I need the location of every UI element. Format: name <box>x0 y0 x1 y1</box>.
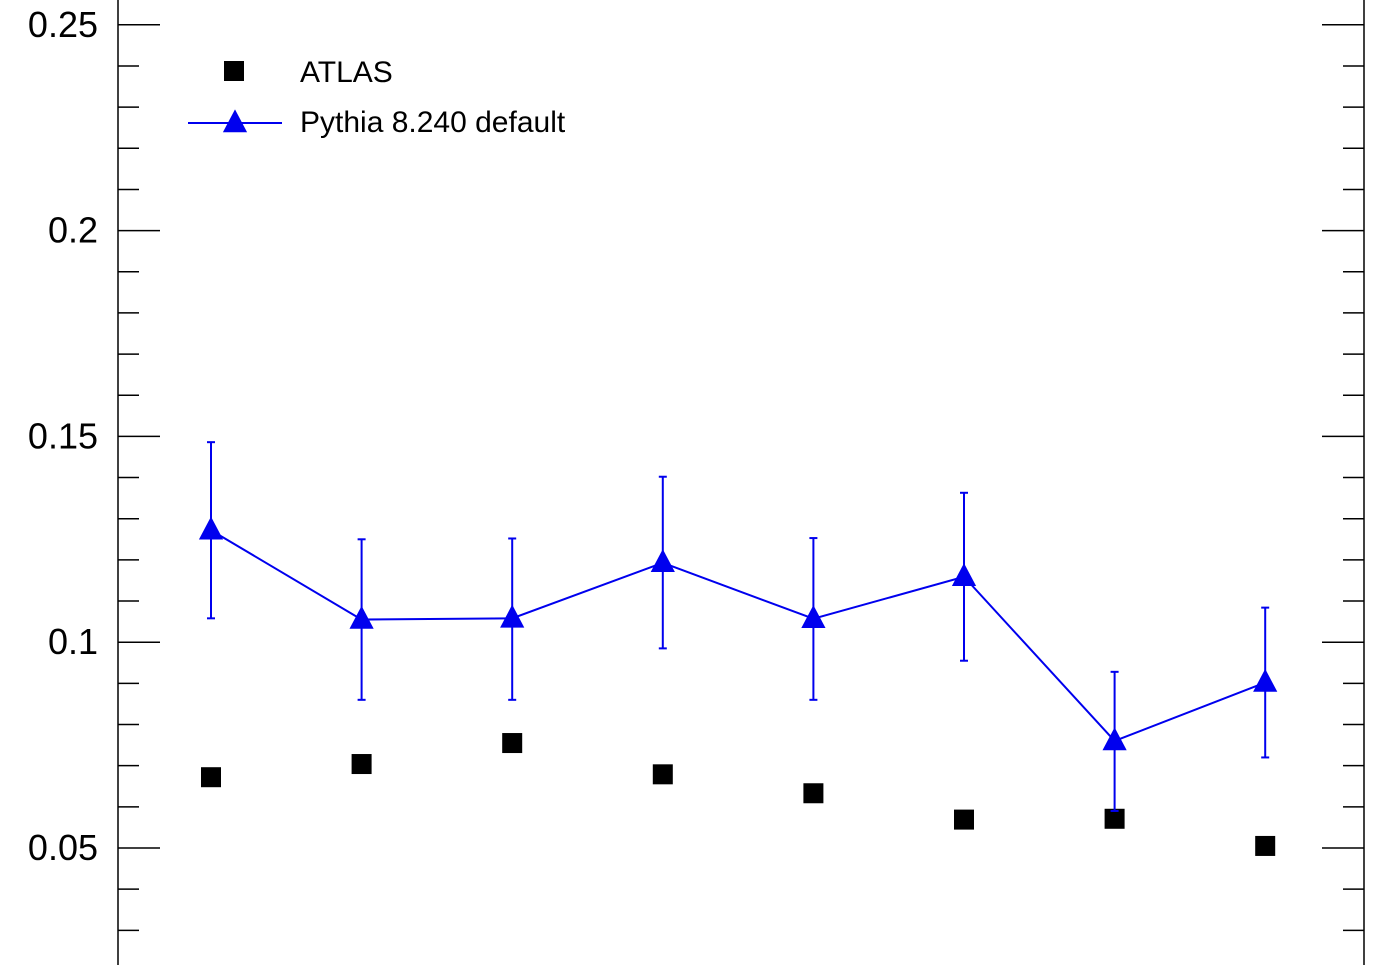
legend-marker-square <box>224 61 244 81</box>
y-axis-ticks <box>118 24 1364 932</box>
triangle-point <box>1102 727 1127 751</box>
triangle-point <box>801 605 826 628</box>
legend-label: ATLAS <box>300 56 393 89</box>
triangle-point <box>500 604 525 628</box>
plot-frame <box>117 0 1365 965</box>
legend: ATLAS Pythia 8.240 default <box>188 56 566 139</box>
series-2 <box>198 441 1278 812</box>
square-point <box>502 733 523 754</box>
y-tick-label: 0.25 <box>28 4 98 45</box>
triangle-point <box>951 563 977 586</box>
series-1 <box>201 733 1276 856</box>
square-point <box>201 767 221 788</box>
y-tick-label: 0.05 <box>28 827 98 868</box>
legend-label: Pythia 8.240 default <box>300 106 566 139</box>
y-tick-label: 0.15 <box>28 415 98 456</box>
triangle-point <box>1253 668 1278 692</box>
square-point <box>954 809 974 830</box>
square-point <box>351 754 372 775</box>
y-axis-tick-labels: 0.05 0.1 0.15 0.2 0.25 <box>28 4 98 868</box>
legend-marker-triangle <box>222 109 248 133</box>
square-point <box>803 783 824 804</box>
series-layer <box>198 441 1278 856</box>
square-point <box>652 764 673 785</box>
triangle-point <box>198 516 224 540</box>
square-point <box>1255 835 1276 856</box>
series-line <box>210 529 1266 743</box>
y-tick-label: 0.1 <box>48 621 98 662</box>
y-tick-label: 0.2 <box>48 210 98 251</box>
triangle-point <box>650 549 675 573</box>
triangle-point <box>349 605 374 629</box>
square-point <box>1104 808 1125 829</box>
